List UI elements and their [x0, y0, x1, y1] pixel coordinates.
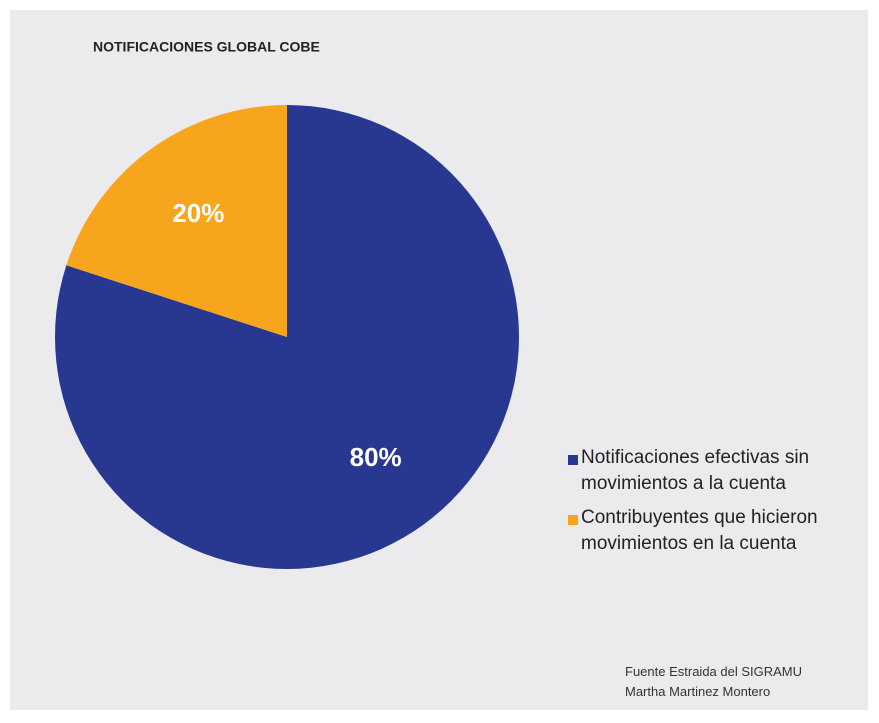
source-notes: Fuente Estraida del SIGRAMU Martha Martin…: [625, 662, 802, 702]
pie-slice: [66, 105, 287, 337]
legend-swatch: [568, 515, 578, 525]
chart-title: NOTIFICACIONES GLOBAL COBE: [93, 39, 320, 55]
legend-item: Notificaciones efectivas sin movimientos…: [568, 445, 858, 497]
value-label: 20%: [172, 198, 224, 228]
legend: Notificaciones efectivas sin movimientos…: [568, 445, 858, 565]
value-label: 80%: [350, 442, 402, 472]
source-note: Fuente Estraida del SIGRAMU: [625, 664, 803, 679]
legend-label: Contribuyentes que hicieron movimientos …: [581, 507, 818, 554]
legend-item: Contribuyentes que hicieron movimientos …: [568, 505, 858, 557]
legend-label: Notificaciones efectivas sin movimientos…: [581, 447, 810, 494]
legend-swatch: [568, 455, 578, 465]
source-note: Martha Martinez Montero: [625, 684, 771, 699]
